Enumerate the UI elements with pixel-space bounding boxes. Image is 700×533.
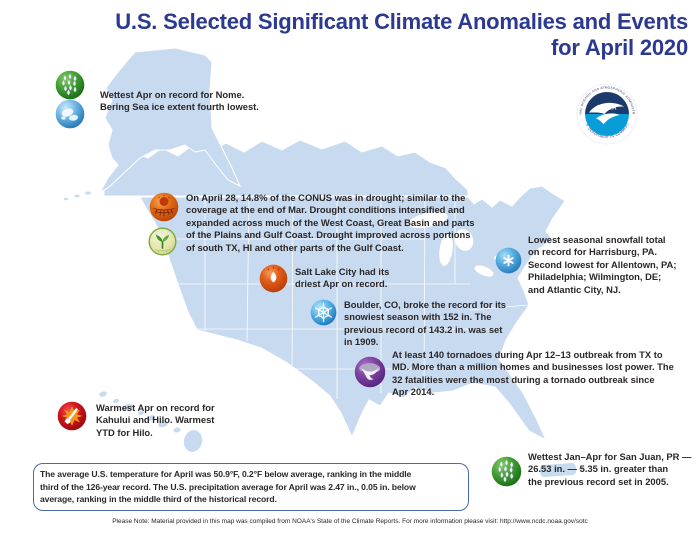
conus-silhouette	[139, 185, 566, 442]
logo-acronym: NOAA	[597, 106, 617, 112]
logo-sea	[585, 114, 629, 136]
rain-icon	[491, 456, 522, 487]
note-boulder: Boulder, CO, broke the record for its sn…	[344, 299, 507, 348]
tornado-icon	[354, 356, 386, 388]
page-title: U.S. Selected Significant Climate Anomal…	[115, 9, 688, 61]
summary-box: The average U.S. temperature for April w…	[33, 463, 469, 511]
low-snow-icon	[495, 247, 522, 274]
aleutian-island	[63, 197, 69, 201]
summary-text: The average U.S. temperature for April w…	[40, 469, 416, 504]
rain-icon	[55, 70, 85, 100]
note-nome: Wettest Apr on record for Nome. Bering S…	[100, 89, 259, 113]
title-line2: for April 2020	[551, 35, 688, 60]
note-hawaii: Warmest Apr on record for Kahului and Hi…	[96, 402, 215, 438]
snowflake-icon	[310, 299, 337, 326]
noaa-logo: NATIONAL OCEANIC AND ATMOSPHERIC ADMINIS…	[576, 83, 638, 145]
drought-improve-icon	[148, 227, 177, 256]
footer-note: Please Note: Material provided in this m…	[112, 518, 588, 525]
sea-ice-icon	[55, 99, 85, 129]
aleutian-island	[85, 191, 91, 195]
note-harrisburg: Lowest seasonal snowfall total on record…	[528, 234, 677, 295]
warmest-icon	[57, 401, 87, 431]
note-salt-lake: Salt Lake City had its driest Apr on rec…	[295, 266, 390, 290]
aleutian-island	[74, 194, 80, 198]
alaska-silhouette	[98, 47, 242, 194]
drought-icon	[149, 192, 179, 222]
driest-icon	[259, 264, 288, 293]
title-line1: U.S. Selected Significant Climate Anomal…	[115, 9, 688, 34]
note-drought: On April 28, 14.8% of the CONUS was in d…	[186, 192, 475, 253]
logo-bird-icon	[589, 102, 624, 114]
note-san-juan: Wettest Jan–Apr for San Juan, PR — 26.53…	[528, 451, 692, 487]
hawaii-islands	[99, 391, 203, 452]
note-tornado: At least 140 tornadoes during Apr 12–13 …	[392, 349, 674, 398]
logo-bird-icon	[596, 113, 620, 125]
puerto-rico-silhouette	[539, 463, 584, 477]
